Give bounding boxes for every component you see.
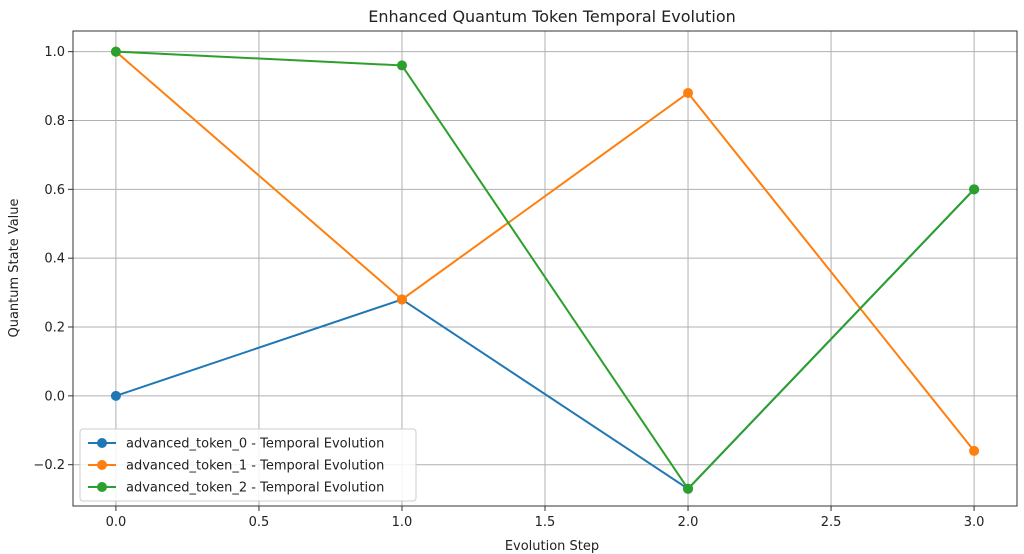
y-tick-label: 0.4 <box>44 252 65 267</box>
data-point <box>396 60 407 71</box>
legend-entry: advanced_token_2 - Temporal Evolution <box>126 481 384 496</box>
data-point <box>110 46 121 57</box>
y-tick-label: 0.2 <box>44 321 65 336</box>
legend: advanced_token_0 - Temporal Evolution adv… <box>79 428 417 502</box>
legend-marker <box>97 438 107 448</box>
data-point <box>396 294 407 305</box>
x-tick-label: 0.0 <box>106 515 127 530</box>
legend-entry: advanced_token_0 - Temporal Evolution <box>126 437 384 452</box>
y-tick-label: 0.8 <box>44 114 65 129</box>
legend-marker <box>97 482 107 492</box>
legend-box <box>79 428 417 502</box>
series-line <box>115 50 975 452</box>
data-point <box>110 390 121 401</box>
x-tick-label: 2.5 <box>821 515 842 530</box>
series-layer <box>110 46 980 494</box>
series-2 <box>110 46 980 494</box>
data-point <box>683 483 694 494</box>
x-tick-label: 2.0 <box>678 515 699 530</box>
data-point <box>969 445 980 456</box>
x-axis-label: Evolution Step <box>505 539 599 554</box>
grid <box>73 31 1017 506</box>
y-axis-label: Quantum State Value <box>7 198 22 337</box>
x-tick-label: 1.5 <box>535 515 556 530</box>
x-tick-label: 1.0 <box>392 515 413 530</box>
chart-title: Enhanced Quantum Token Temporal Evolutio… <box>368 7 736 26</box>
y-tick-label: 1.0 <box>44 45 65 60</box>
series-line <box>115 50 975 491</box>
legend-marker <box>97 460 107 470</box>
x-tick-label: 3.0 <box>964 515 985 530</box>
legend-entry: advanced_token_1 - Temporal Evolution <box>126 459 384 474</box>
y-tick-label: 0.0 <box>44 389 65 404</box>
x-tick-label: 0.5 <box>249 515 270 530</box>
y-tick-label: 0.6 <box>44 183 65 198</box>
axis-ticks: 0.0 0.5 1.0 1.5 2.0 2.5 3.0 −0.2 0.0 0.2 0.4 0.6 0.8… <box>33 45 984 530</box>
y-tick-label: −0.2 <box>33 458 65 473</box>
data-point <box>969 184 980 195</box>
data-point <box>683 87 694 98</box>
